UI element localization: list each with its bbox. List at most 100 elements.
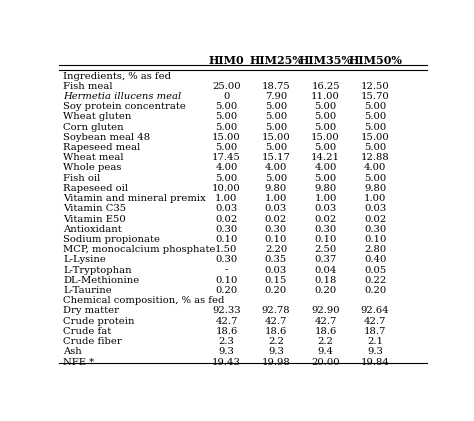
Text: 0.10: 0.10 xyxy=(314,235,337,244)
Text: 18.6: 18.6 xyxy=(314,327,337,336)
Text: 0.03: 0.03 xyxy=(364,204,386,213)
Text: 42.7: 42.7 xyxy=(364,317,386,326)
Text: 2.80: 2.80 xyxy=(364,245,386,254)
Text: 42.7: 42.7 xyxy=(314,317,337,326)
Text: 15.17: 15.17 xyxy=(262,153,291,162)
Text: -: - xyxy=(225,266,228,274)
Text: Fish oil: Fish oil xyxy=(63,174,100,183)
Text: 0.02: 0.02 xyxy=(215,215,237,224)
Text: 1.00: 1.00 xyxy=(314,194,337,203)
Text: 9.80: 9.80 xyxy=(265,184,287,193)
Text: 0.04: 0.04 xyxy=(314,266,337,274)
Text: L-Lysine: L-Lysine xyxy=(63,256,106,264)
Text: Soy protein concentrate: Soy protein concentrate xyxy=(63,102,186,111)
Text: 5.00: 5.00 xyxy=(265,174,287,183)
Text: 19.84: 19.84 xyxy=(361,357,390,367)
Text: Antioxidant: Antioxidant xyxy=(63,225,122,234)
Text: 9.3: 9.3 xyxy=(219,347,234,356)
Text: 17.45: 17.45 xyxy=(212,153,241,162)
Text: 0.22: 0.22 xyxy=(364,276,386,285)
Text: 9.80: 9.80 xyxy=(314,184,337,193)
Text: 9.3: 9.3 xyxy=(367,347,383,356)
Text: 5.00: 5.00 xyxy=(215,174,237,183)
Text: 16.25: 16.25 xyxy=(311,82,340,91)
Text: Wheat gluten: Wheat gluten xyxy=(63,112,131,121)
Text: 42.7: 42.7 xyxy=(265,317,287,326)
Text: 0.15: 0.15 xyxy=(265,276,287,285)
Text: Whole peas: Whole peas xyxy=(63,163,121,173)
Text: 0: 0 xyxy=(223,92,229,101)
Text: Chemical composition, % as fed: Chemical composition, % as fed xyxy=(63,296,224,305)
Text: 0.30: 0.30 xyxy=(314,225,337,234)
Text: 0.03: 0.03 xyxy=(265,266,287,274)
Text: 1.00: 1.00 xyxy=(215,194,237,203)
Text: Fish meal: Fish meal xyxy=(63,82,112,91)
Text: Vitamin E50: Vitamin E50 xyxy=(63,215,126,224)
Text: 5.00: 5.00 xyxy=(314,112,337,121)
Text: 0.03: 0.03 xyxy=(314,204,337,213)
Text: MCP, monocalcium phosphate: MCP, monocalcium phosphate xyxy=(63,245,215,254)
Text: 0.20: 0.20 xyxy=(215,286,237,295)
Text: L-Tryptophan: L-Tryptophan xyxy=(63,266,132,274)
Text: 5.00: 5.00 xyxy=(314,102,337,111)
Text: 10.00: 10.00 xyxy=(212,184,241,193)
Text: Ash: Ash xyxy=(63,347,82,356)
Text: HIM0: HIM0 xyxy=(209,56,244,67)
Text: 4.00: 4.00 xyxy=(265,163,287,173)
Text: 5.00: 5.00 xyxy=(215,123,237,132)
Text: 2.50: 2.50 xyxy=(314,245,337,254)
Text: 5.00: 5.00 xyxy=(364,123,386,132)
Text: Vitamin C35: Vitamin C35 xyxy=(63,204,126,213)
Text: 0.20: 0.20 xyxy=(364,286,386,295)
Text: HIM35%: HIM35% xyxy=(299,56,353,67)
Text: 5.00: 5.00 xyxy=(265,143,287,152)
Text: 18.75: 18.75 xyxy=(262,82,291,91)
Text: Crude protein: Crude protein xyxy=(63,317,135,326)
Text: Corn gluten: Corn gluten xyxy=(63,123,124,132)
Text: 92.64: 92.64 xyxy=(361,306,390,315)
Text: 19.98: 19.98 xyxy=(262,357,291,367)
Text: 9.80: 9.80 xyxy=(364,184,386,193)
Text: 18.6: 18.6 xyxy=(215,327,237,336)
Text: 2.1: 2.1 xyxy=(367,337,383,346)
Text: Rapeseed meal: Rapeseed meal xyxy=(63,143,140,152)
Text: 0.20: 0.20 xyxy=(265,286,287,295)
Text: 5.00: 5.00 xyxy=(215,143,237,152)
Text: 25.00: 25.00 xyxy=(212,82,241,91)
Text: 15.00: 15.00 xyxy=(311,133,340,142)
Text: 5.00: 5.00 xyxy=(265,123,287,132)
Text: 0.03: 0.03 xyxy=(215,204,237,213)
Text: 1.50: 1.50 xyxy=(215,245,237,254)
Text: 2.20: 2.20 xyxy=(265,245,287,254)
Text: HIM50%: HIM50% xyxy=(348,56,402,67)
Text: 2.2: 2.2 xyxy=(318,337,334,346)
Text: Crude fat: Crude fat xyxy=(63,327,111,336)
Text: 0.02: 0.02 xyxy=(265,215,287,224)
Text: 5.00: 5.00 xyxy=(364,102,386,111)
Text: 0.18: 0.18 xyxy=(314,276,337,285)
Text: 19.43: 19.43 xyxy=(212,357,241,367)
Text: 1.00: 1.00 xyxy=(364,194,386,203)
Text: HIM25%: HIM25% xyxy=(249,56,303,67)
Text: 0.05: 0.05 xyxy=(364,266,386,274)
Text: 0.02: 0.02 xyxy=(364,215,386,224)
Text: 14.21: 14.21 xyxy=(311,153,340,162)
Text: 9.3: 9.3 xyxy=(268,347,284,356)
Text: 0.30: 0.30 xyxy=(215,225,237,234)
Text: 7.90: 7.90 xyxy=(265,92,287,101)
Text: 4.00: 4.00 xyxy=(314,163,337,173)
Text: 92.33: 92.33 xyxy=(212,306,241,315)
Text: 0.10: 0.10 xyxy=(215,235,237,244)
Text: Rapeseed oil: Rapeseed oil xyxy=(63,184,128,193)
Text: 5.00: 5.00 xyxy=(364,112,386,121)
Text: 15.00: 15.00 xyxy=(212,133,241,142)
Text: Hermetia illucens meal: Hermetia illucens meal xyxy=(63,92,181,101)
Text: Dry matter: Dry matter xyxy=(63,306,119,315)
Text: Sodium propionate: Sodium propionate xyxy=(63,235,160,244)
Text: 0.30: 0.30 xyxy=(215,256,237,264)
Text: 20.00: 20.00 xyxy=(311,357,340,367)
Text: 5.00: 5.00 xyxy=(215,102,237,111)
Text: 0.30: 0.30 xyxy=(364,225,386,234)
Text: L-Taurine: L-Taurine xyxy=(63,286,112,295)
Text: 18.6: 18.6 xyxy=(265,327,287,336)
